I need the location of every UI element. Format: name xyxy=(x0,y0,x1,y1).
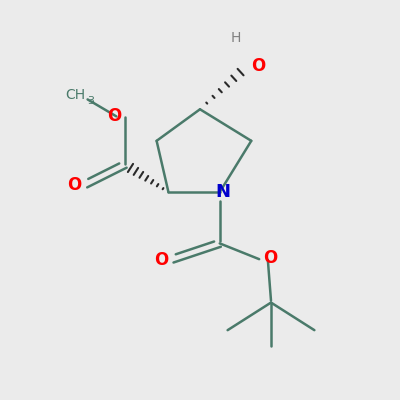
Text: H: H xyxy=(230,31,241,45)
Text: O: O xyxy=(68,176,82,194)
Text: N: N xyxy=(215,183,230,201)
Text: 3: 3 xyxy=(87,96,94,106)
Text: O: O xyxy=(251,57,266,75)
Text: O: O xyxy=(107,107,121,125)
Text: O: O xyxy=(154,251,168,269)
Text: O: O xyxy=(263,249,277,267)
Text: CH: CH xyxy=(66,88,86,102)
